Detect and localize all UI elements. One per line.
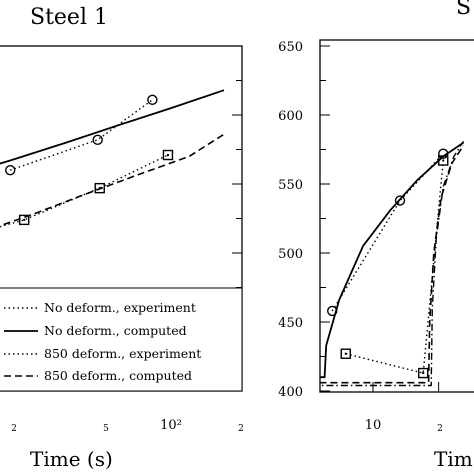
left-x-tick-label-5: 5 xyxy=(103,424,109,434)
right-data-layer xyxy=(320,140,465,387)
legend-label-no-deform-experiment: No deform., experiment xyxy=(44,300,196,315)
right-x-tick-label-10: 10 xyxy=(365,418,382,433)
marker-850-deform-experiment-1 xyxy=(18,214,30,226)
marker-850-deform-experiment-3 xyxy=(162,149,174,161)
series-850-deform-computed-line xyxy=(320,144,465,384)
legend-label-no-deform-computed: No deform., computed xyxy=(44,323,187,338)
y-tick-label-400: 400 xyxy=(278,385,303,400)
left-panel: Steel 1 2 5 10² 2 Time (s) No deform., e… xyxy=(0,5,244,471)
left-x-tick-label-2a: 2 xyxy=(11,424,17,434)
series-850-deform-experiment-line xyxy=(0,154,169,228)
y-tick-label-450: 450 xyxy=(278,316,303,331)
legend-label-850-deform-computed: 850 deform., computed xyxy=(44,368,192,383)
series-850-deform-experiment-line xyxy=(345,160,444,374)
marker-no-deform-experiment-1 xyxy=(394,195,406,206)
marker-dot-850-deform-experiment-2 xyxy=(442,159,445,162)
left-data-layer xyxy=(0,89,225,228)
left-x-tick-label-100: 10² xyxy=(160,418,182,433)
marker-dot-850-deform-experiment-0 xyxy=(344,352,347,355)
series-850-deform-computed-line xyxy=(0,133,225,227)
marker-dot-850-deform-experiment-1 xyxy=(422,372,425,375)
y-tick-label-550: 550 xyxy=(278,178,303,193)
y-tick-label-600: 600 xyxy=(278,109,303,124)
legend: No deform., experiment No deform., compu… xyxy=(0,287,243,392)
marker-no-deform-experiment-1 xyxy=(92,134,103,146)
right-axis-ticks: 400 450 500 550 600 650 xyxy=(278,40,440,400)
marker-850-deform-experiment-1 xyxy=(418,367,429,379)
marker-850-deform-experiment-2 xyxy=(94,182,105,194)
series-850-deform-computed-dash-dot-line xyxy=(320,140,465,387)
y-tick-label-650: 650 xyxy=(278,40,303,55)
left-chart-title: Steel 1 xyxy=(30,5,108,30)
marker-850-deform-experiment-2 xyxy=(438,155,449,166)
left-x-tick-label-2b: 2 xyxy=(238,424,244,434)
series-no-deform-experiment-line xyxy=(9,99,153,171)
marker-no-deform-experiment-2 xyxy=(147,94,158,106)
y-tick-label-500: 500 xyxy=(278,247,303,262)
right-panel: S 400 450 500 550 600 650 10 2 Tim xyxy=(278,0,474,471)
marker-850-deform-experiment-0 xyxy=(340,348,351,359)
series-no-deform-computed-line xyxy=(0,89,225,165)
right-plot-frame xyxy=(319,39,474,393)
series-no-deform-computed-line xyxy=(320,141,465,379)
left-x-axis-title: Time (s) xyxy=(30,447,113,471)
marker-dot-850-deform-experiment-3 xyxy=(166,154,169,157)
legend-label-850-deform-experiment: 850 deform., experiment xyxy=(44,346,201,361)
marker-dot-850-deform-experiment-1 xyxy=(23,218,26,221)
series-no-deform-experiment-line xyxy=(331,153,444,312)
right-chart-title: S xyxy=(456,0,471,20)
marker-no-deform-experiment-0 xyxy=(5,164,16,176)
right-x-tick-label-2: 2 xyxy=(437,424,443,434)
right-x-axis-title: Tim xyxy=(434,447,473,471)
legend-box xyxy=(0,287,243,392)
